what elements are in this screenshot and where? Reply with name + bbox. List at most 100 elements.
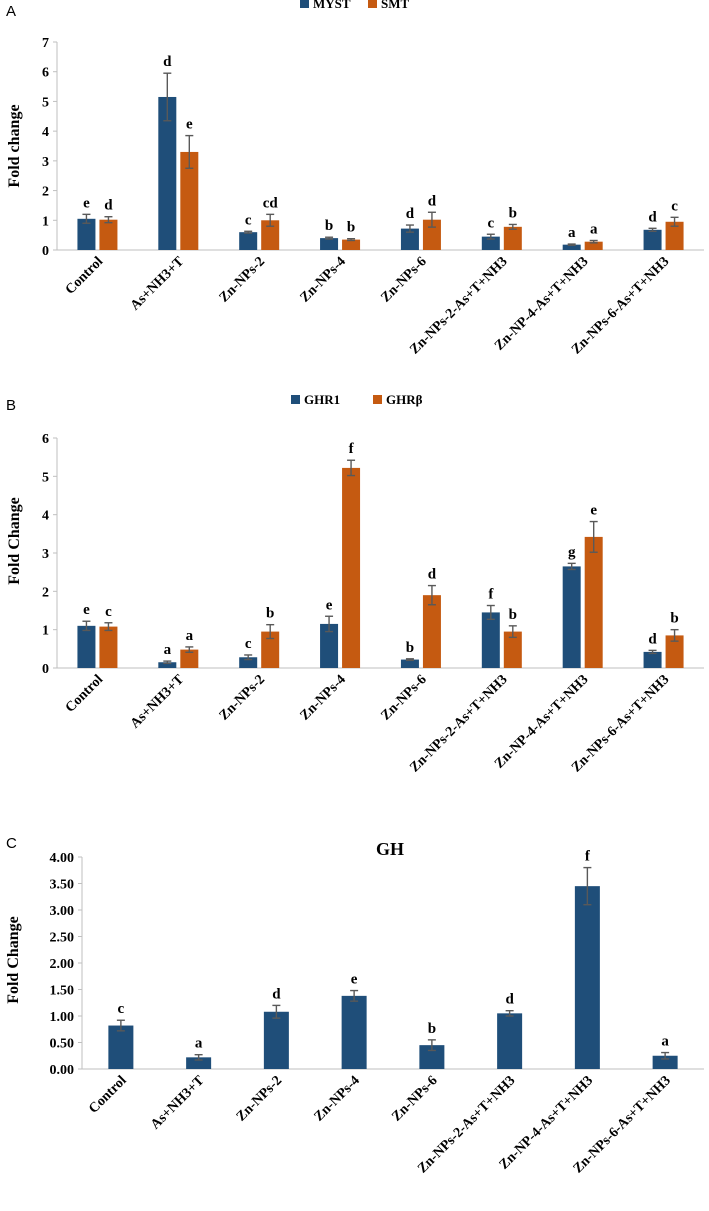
y-tick-label: 2 xyxy=(42,185,49,200)
significance-label: a xyxy=(195,1036,203,1052)
bar xyxy=(584,241,603,250)
significance-label: d xyxy=(428,567,437,583)
x-tick-label: Zn-NPs-2 xyxy=(217,672,268,723)
panel-label: C xyxy=(6,835,17,852)
y-tick-label: 0.00 xyxy=(50,1063,75,1078)
legend-label: GHRβ xyxy=(386,392,423,407)
significance-label: c xyxy=(118,1001,125,1017)
significance-label: e xyxy=(326,597,333,613)
significance-label: c xyxy=(487,215,494,231)
significance-label: f xyxy=(488,587,494,603)
x-tick-label: Zn-NPs-4 xyxy=(312,1073,363,1124)
significance-label: c xyxy=(245,212,252,228)
significance-label: d xyxy=(505,992,514,1008)
panel-label: A xyxy=(6,3,16,20)
x-tick-label: Control xyxy=(86,1073,130,1117)
panel-label: B xyxy=(6,397,16,414)
bar xyxy=(503,226,522,250)
bar xyxy=(422,595,441,668)
bar xyxy=(584,536,603,668)
bar xyxy=(481,612,500,668)
bar xyxy=(574,886,600,1069)
bar xyxy=(342,467,361,668)
bar xyxy=(180,151,199,250)
bar xyxy=(77,625,96,668)
significance-label: f xyxy=(585,849,591,865)
significance-label: d xyxy=(428,193,437,209)
bar xyxy=(341,995,367,1069)
bar xyxy=(263,1011,289,1069)
significance-label: d xyxy=(648,209,657,225)
bar xyxy=(665,221,684,250)
bar xyxy=(665,635,684,668)
significance-label: d xyxy=(406,206,415,222)
bar xyxy=(239,657,258,668)
significance-label: d xyxy=(163,54,172,70)
x-tick-label: Zn-NPs-6 xyxy=(378,672,429,723)
significance-label: b xyxy=(325,218,333,234)
bar xyxy=(77,218,96,250)
significance-label: e xyxy=(83,602,90,618)
y-axis-label: Fold Change xyxy=(5,916,22,1004)
bar xyxy=(320,238,339,250)
bar xyxy=(342,239,361,250)
bar xyxy=(99,626,118,668)
bar xyxy=(562,244,581,250)
y-tick-label: 4 xyxy=(42,509,49,524)
y-tick-label: 5 xyxy=(42,470,49,485)
y-tick-label: 7 xyxy=(42,36,49,51)
bar xyxy=(643,651,662,668)
significance-label: d xyxy=(272,986,281,1002)
significance-label: b xyxy=(509,607,517,623)
chart-panel-c: C GH Fold Change 0.00 0.50 1.00 1.50 2.00 2.50 3.… xyxy=(5,835,704,1177)
y-tick-label: 2.50 xyxy=(50,931,75,946)
y-tick-label: 0.50 xyxy=(50,1037,75,1052)
significance-label: d xyxy=(104,198,113,214)
y-tick-label: 6 xyxy=(42,66,49,81)
significance-label: f xyxy=(349,441,355,457)
bar xyxy=(481,236,500,250)
legend-swatch xyxy=(368,0,377,8)
y-tick-label: 1.00 xyxy=(50,1010,75,1025)
y-tick-label: 3 xyxy=(42,155,49,170)
legend-swatch xyxy=(291,395,300,404)
y-tick-label: 4.00 xyxy=(50,851,75,866)
bar xyxy=(108,1025,134,1069)
bar xyxy=(158,662,177,668)
significance-label: b xyxy=(670,611,678,627)
bar xyxy=(562,566,581,668)
bar xyxy=(652,1055,678,1069)
significance-label: e xyxy=(186,117,193,133)
significance-label: g xyxy=(568,544,576,560)
y-axis-label: Fold change xyxy=(6,104,23,187)
significance-label: b xyxy=(266,606,274,622)
chart-title: GH xyxy=(376,839,404,859)
bar xyxy=(180,649,199,668)
bar xyxy=(400,228,419,250)
legend-label: SMT xyxy=(381,0,410,11)
bar xyxy=(261,220,280,250)
legend-swatch xyxy=(300,0,309,8)
significance-label: e xyxy=(590,503,597,519)
bar xyxy=(422,219,441,250)
x-tick-label: Zn-NPs-2 xyxy=(217,254,268,305)
significance-label: b xyxy=(406,640,414,656)
legend-label: MYST xyxy=(313,0,351,11)
significance-label: c xyxy=(105,604,112,620)
significance-label: c xyxy=(245,636,252,652)
x-tick-label: As+NH3+T xyxy=(128,254,188,314)
x-tick-label: As+NH3+T xyxy=(148,1073,208,1133)
bar xyxy=(497,1013,523,1069)
significance-label: a xyxy=(568,225,576,241)
y-tick-label: 1 xyxy=(42,624,49,639)
significance-label: a xyxy=(590,221,598,237)
x-tick-label: As+NH3+T xyxy=(128,672,188,732)
y-tick-label: 2 xyxy=(42,585,49,600)
bar xyxy=(400,659,419,668)
significance-label: cd xyxy=(263,195,279,211)
x-tick-label: Zn-NPs-2 xyxy=(234,1073,285,1124)
y-tick-label: 3.50 xyxy=(50,878,75,893)
significance-label: e xyxy=(351,972,358,988)
bar xyxy=(261,631,280,668)
